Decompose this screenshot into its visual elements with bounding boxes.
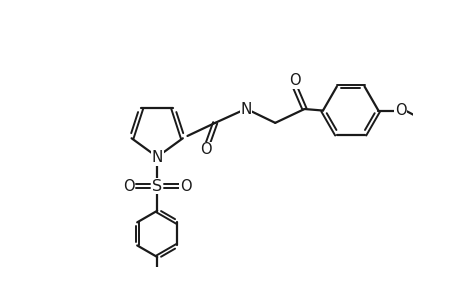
Text: N: N <box>151 150 162 165</box>
Text: O: O <box>179 178 191 194</box>
Text: O: O <box>288 73 300 88</box>
Text: O: O <box>394 103 406 118</box>
Text: S: S <box>152 178 162 194</box>
Text: O: O <box>123 178 134 194</box>
Text: N: N <box>240 101 251 116</box>
Text: O: O <box>200 142 211 157</box>
